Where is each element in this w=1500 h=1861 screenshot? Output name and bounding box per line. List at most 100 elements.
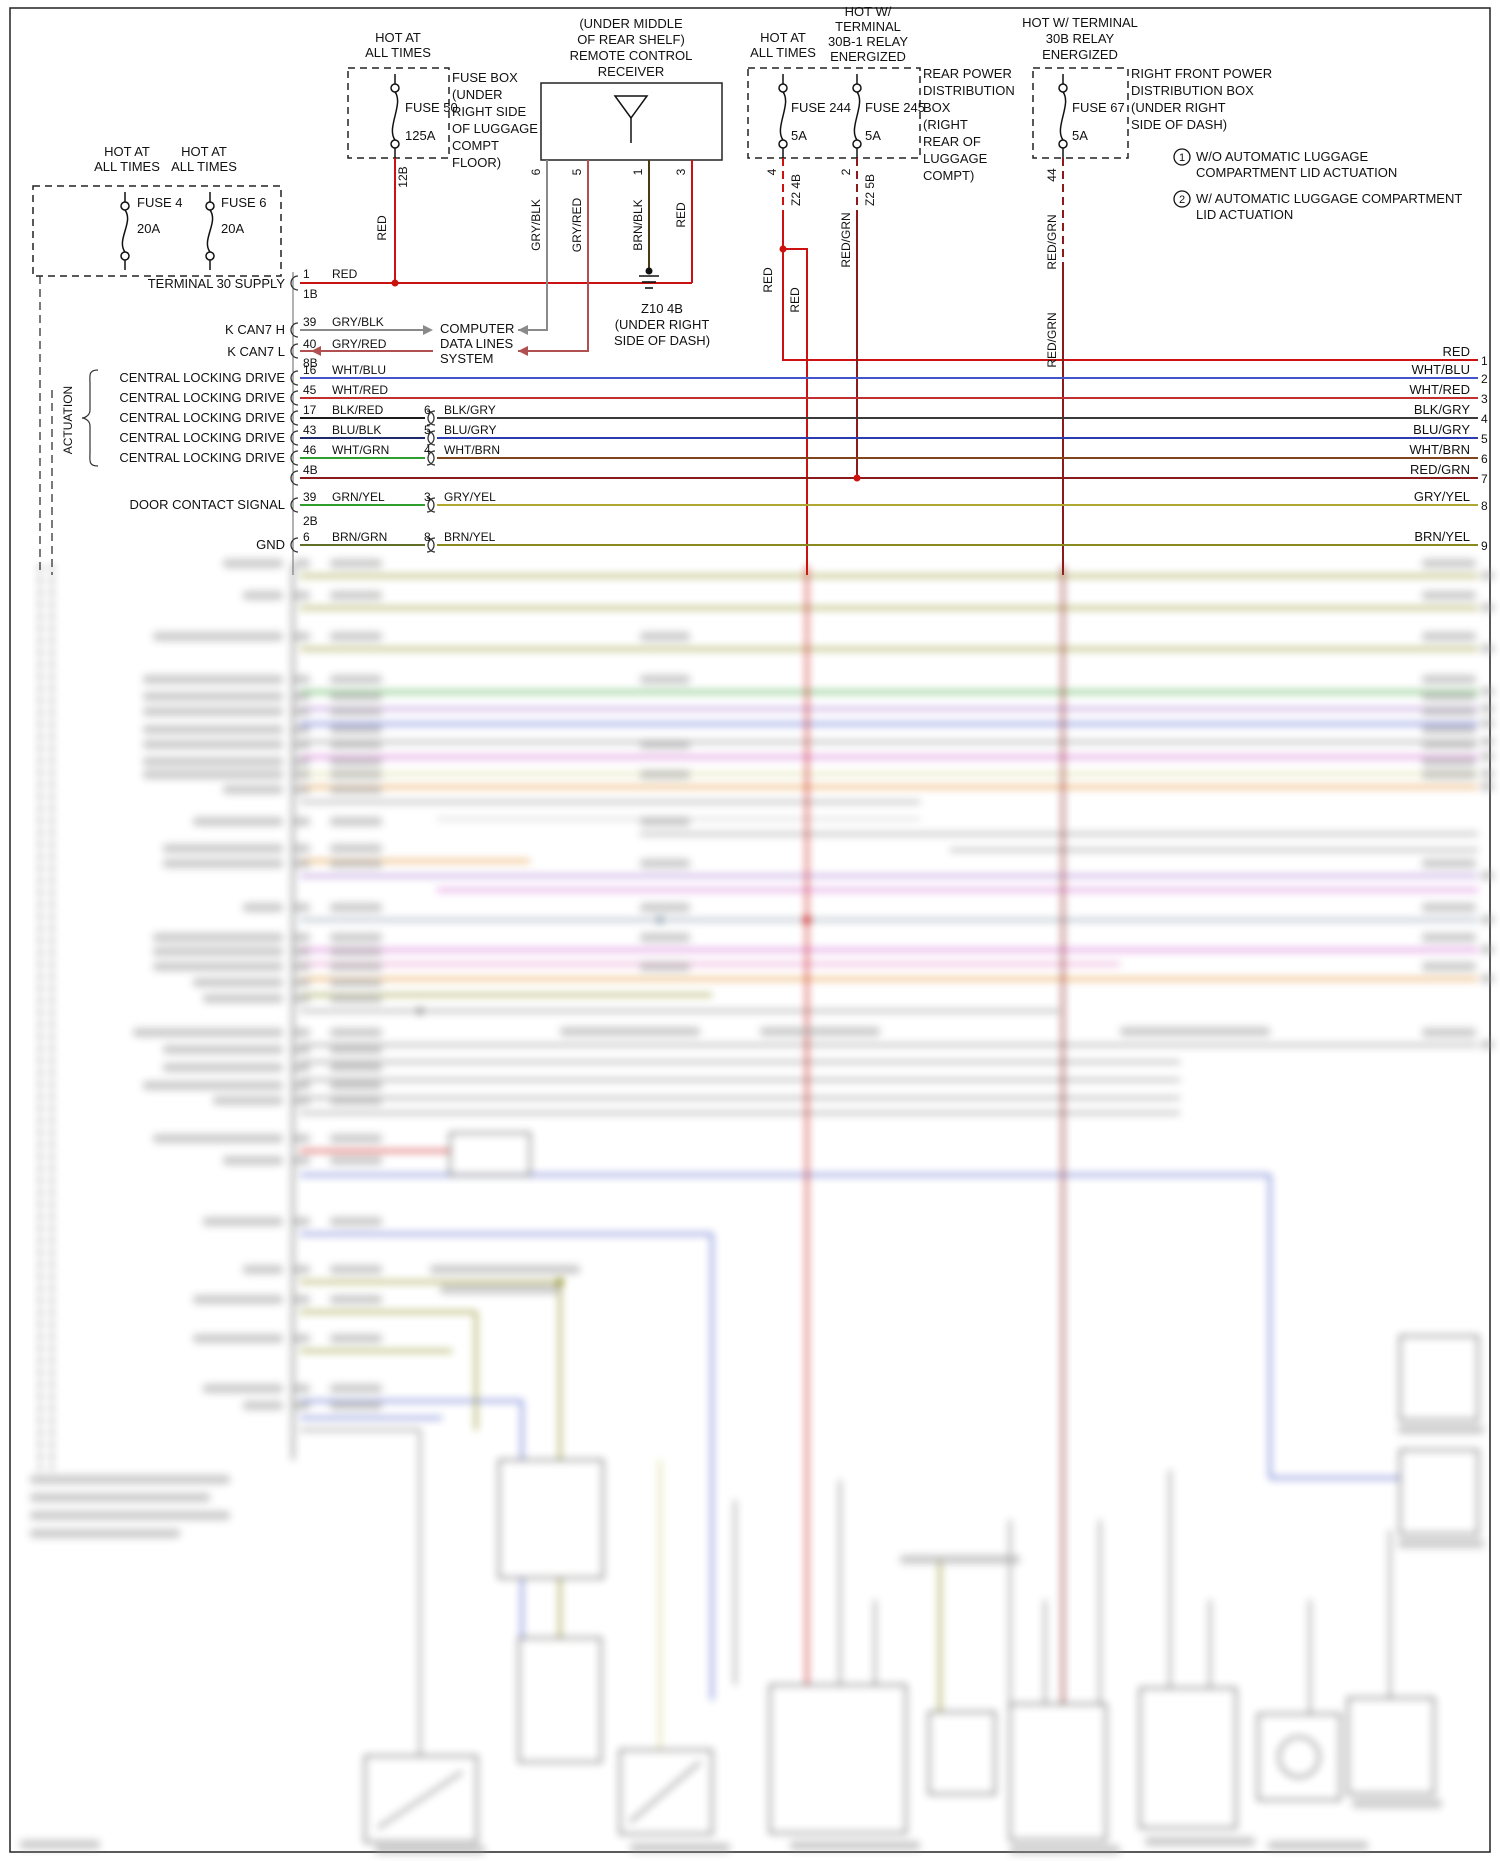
diagram-label: 2B (303, 514, 318, 528)
fuse-symbol (778, 74, 788, 158)
diagram-label: DISTRIBUTION (923, 83, 1015, 98)
blurred-text (143, 770, 283, 779)
blurred-text (640, 770, 690, 779)
arrow-icon (423, 325, 433, 335)
diagram-label: BLK/GRY (1414, 402, 1470, 417)
blurred-text (1352, 1799, 1442, 1808)
blurred-text (330, 1295, 382, 1304)
diagram-label: 45 (303, 383, 317, 397)
blurred-text (1422, 962, 1476, 971)
blurred-component (518, 1637, 602, 1763)
diagram-label: 39 (303, 315, 317, 329)
blurred-text (330, 1096, 382, 1105)
wire (518, 160, 589, 352)
diagram-label: RED (1443, 344, 1470, 359)
diagram-label: LID ACTUATION (1196, 207, 1293, 222)
blurred-text (640, 632, 690, 641)
blurred-text (294, 1401, 310, 1410)
blurred-text (1481, 687, 1494, 696)
diagram-label: REMOTE CONTROL (570, 48, 693, 63)
blurred-text (203, 1217, 283, 1226)
diagram-label: RED/GRN (839, 212, 853, 267)
blurred-component (498, 1459, 604, 1579)
connector-pin (290, 430, 299, 446)
diagram-label: 7 (1481, 472, 1488, 486)
blurred-text (133, 1028, 283, 1037)
connector-pin (426, 430, 435, 446)
blurred-text (294, 933, 310, 942)
diagram-label: ACTUATION (61, 386, 75, 454)
blurred-text (1422, 675, 1476, 684)
fuse-element (121, 209, 129, 253)
ground-symbol (639, 267, 659, 289)
blurred-text (330, 591, 382, 600)
diagram-label: BLU/GRY (444, 423, 496, 437)
diagram-label: ENERGIZED (830, 49, 906, 64)
legend-marker (1173, 148, 1191, 166)
blurred-text (294, 1134, 310, 1143)
blurred-text (330, 725, 382, 734)
diagram-label: 5 (1481, 432, 1488, 446)
blurred-text (760, 1027, 880, 1036)
right-front-power-distribution-box (1032, 67, 1129, 159)
blurred-text (30, 1493, 210, 1502)
diagram-label: 1B (303, 287, 318, 301)
diagram-label: 20A (137, 221, 160, 236)
blurred-text (294, 1063, 310, 1072)
blurred-junction (556, 1278, 564, 1286)
diagram-label: DISTRIBUTION BOX (1131, 83, 1254, 98)
blurred-text (153, 947, 283, 956)
diagram-label: SYSTEM (440, 351, 493, 366)
blurred-text (1422, 559, 1476, 568)
blurred-text (193, 978, 283, 987)
diagram-label: REAR OF (923, 134, 981, 149)
blurred-text (640, 817, 690, 826)
blurred-text (30, 1529, 180, 1538)
blurred-text (330, 1156, 382, 1165)
diagram-label: 8B (303, 356, 318, 370)
connector-pin (290, 537, 299, 553)
blurred-text (1422, 903, 1476, 912)
diagram-label: RED (375, 215, 389, 241)
blurred-text (243, 1401, 283, 1410)
blurred-text (203, 994, 283, 1003)
blurred-text (153, 1134, 283, 1143)
fuse-symbol (120, 192, 130, 270)
diagram-label: ALL TIMES (171, 159, 237, 174)
blurred-text (153, 632, 283, 641)
blurred-text (294, 707, 310, 716)
diagram-label: BLK/RED (332, 403, 384, 417)
blurred-text (193, 817, 283, 826)
blurred-text (294, 903, 310, 912)
diagram-label: COMPT (452, 138, 499, 153)
blurred-text (294, 1028, 310, 1037)
blurred-text (330, 559, 382, 568)
diagram-label: ENERGIZED (1042, 47, 1118, 62)
diagram-label: GRY/YEL (1414, 489, 1470, 504)
diagram-label: RED/GRN (1410, 462, 1470, 477)
blurred-text (630, 1843, 730, 1852)
diagram-label: COMPARTMENT LID ACTUATION (1196, 165, 1397, 180)
blurred-text (640, 740, 690, 749)
connector-pin (426, 450, 435, 466)
blurred-text (294, 994, 310, 1003)
connector-pin (427, 410, 436, 426)
rear-power-distribution-box (747, 67, 921, 159)
diagram-label: 1 (303, 267, 310, 281)
connector-pin (290, 343, 299, 359)
diagram-label: 3 (424, 490, 431, 504)
connector-pin (290, 275, 299, 291)
diagram-label: RED (761, 267, 775, 293)
fuse-element (853, 91, 861, 141)
diagram-label: RED (674, 202, 688, 228)
blurred-text (1481, 752, 1494, 761)
actuation-brace (81, 369, 99, 467)
diagram-label: TERMINAL 30 SUPPLY (148, 276, 286, 291)
blurred-text (1481, 603, 1494, 612)
diagram-label: Z10 4B (641, 301, 683, 316)
blurred-text (143, 692, 283, 701)
blurred-text (294, 947, 310, 956)
blurred-text (193, 1295, 283, 1304)
connector-pin (426, 410, 435, 426)
